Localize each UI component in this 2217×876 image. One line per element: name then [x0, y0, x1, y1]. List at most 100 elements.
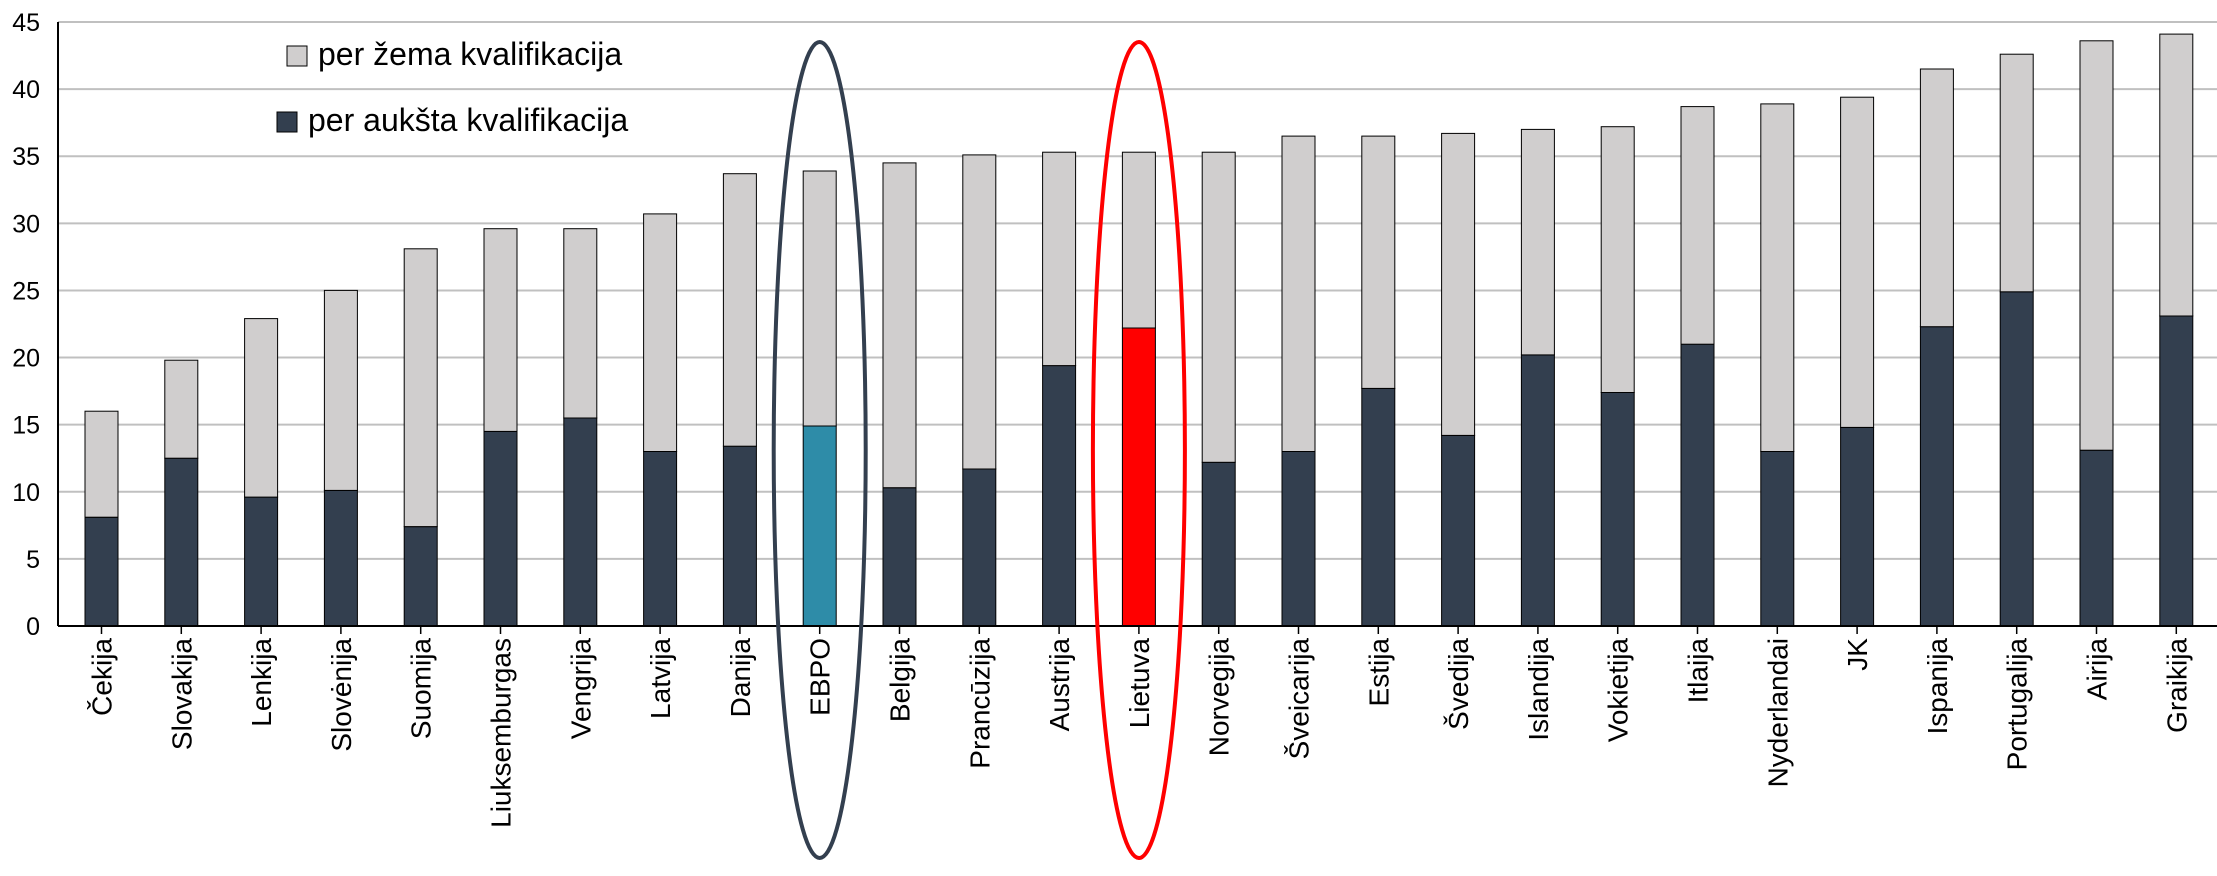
x-tick-label: Slovakija — [166, 638, 197, 750]
bar-segment-high — [2079, 449, 2114, 627]
bar-segment-high — [1042, 365, 1077, 627]
x-tick-label: Nyderlandai — [1762, 638, 1793, 787]
bar-segment-high — [2159, 315, 2194, 627]
x-tick-label: Lenkija — [246, 638, 277, 727]
x-tick-label: Estija — [1363, 638, 1394, 707]
x-tick-label: Airija — [2082, 638, 2113, 701]
bar-segment-low — [643, 213, 678, 452]
legend: per žema kvalifikacija per aukšta kvalifi… — [276, 36, 628, 138]
x-axis-labels: Čekija Slovakija Lenkija Slovėnija Suomija Li… — [87, 638, 2193, 828]
highlight-ellipses — [771, 40, 1187, 860]
bar-segment-low — [323, 289, 358, 491]
x-tick-label: Švedija — [1443, 638, 1474, 730]
bar-segment-high — [643, 451, 678, 627]
y-tick-label: 15 — [12, 412, 40, 440]
y-tick-label: 30 — [12, 210, 40, 238]
bar-segment-high — [1760, 451, 1795, 627]
bar-segment-high — [1600, 392, 1635, 627]
bar-segment-low — [244, 318, 279, 498]
bar-segment-low — [1600, 126, 1635, 393]
x-tick-label: Čekija — [87, 638, 118, 716]
legend-swatch — [286, 45, 308, 67]
bar-segment-low — [1441, 132, 1476, 436]
y-tick-label: 20 — [12, 345, 40, 373]
bar-segment-high — [1441, 434, 1476, 627]
x-tick-label: Portugalija — [2002, 638, 2033, 771]
bar-segment-low — [2079, 40, 2114, 451]
bar-segment-high — [962, 468, 997, 627]
bar-segment-high — [1121, 327, 1156, 627]
x-tick-label: EBPO — [805, 638, 836, 716]
bar-segment-low — [722, 173, 757, 447]
y-tick-label: 5 — [26, 546, 40, 574]
bar-segment-low — [1840, 96, 1875, 428]
x-tick-label: Graikija — [2161, 638, 2192, 733]
legend-swatch — [276, 111, 298, 133]
x-tick-label: Norvegija — [1204, 638, 1235, 757]
x-tick-label: Latvija — [645, 638, 676, 719]
bar-segment-low — [1919, 68, 1954, 328]
y-tick-label: 40 — [12, 76, 40, 104]
bar-segment-high — [1281, 451, 1316, 627]
bar-segment-high — [1361, 387, 1396, 627]
x-tick-label: Lietuva — [1124, 638, 1155, 729]
bar-segment-low — [563, 228, 598, 419]
bar-segment-low — [1281, 135, 1316, 452]
bar-segment-low — [483, 228, 518, 432]
bar-segment-high — [802, 425, 837, 627]
x-tick-label: Slovėnija — [326, 638, 357, 752]
bar-segment-low — [802, 170, 837, 427]
bar-segment-low — [84, 410, 119, 518]
bar-segment-high — [1201, 461, 1236, 627]
y-tick-label: 25 — [12, 277, 40, 305]
x-tick-label: Prancūzija — [964, 638, 995, 769]
x-tick-label: Belgija — [885, 638, 916, 722]
axes — [57, 22, 2217, 634]
bar-segment-low — [1201, 151, 1236, 463]
bar-segment-high — [244, 496, 279, 627]
y-tick-label: 35 — [12, 143, 40, 171]
x-tick-label: Vokietija — [1603, 638, 1634, 743]
bar-segment-low — [882, 162, 917, 489]
bar-segment-high — [84, 516, 119, 627]
bar-segment-high — [483, 430, 518, 627]
x-tick-label: Vengrija — [565, 638, 596, 740]
highlight-ellipse — [1090, 40, 1187, 860]
y-tick-label: 45 — [12, 9, 40, 37]
bar-segment-low — [1760, 103, 1795, 453]
bar-segment-high — [1840, 426, 1875, 627]
y-tick-label: 10 — [12, 479, 40, 507]
x-tick-label: Islandija — [1523, 638, 1554, 741]
x-tick-label: Liuksemburgas — [486, 638, 517, 828]
y-tick-label: 0 — [26, 613, 40, 641]
x-tick-label: Ispanija — [1922, 638, 1953, 735]
bar-segment-high — [1919, 326, 1954, 627]
bar-segment-high — [1680, 343, 1715, 627]
x-tick-label: Austrija — [1044, 638, 1075, 732]
bar-segment-high — [882, 487, 917, 627]
bar-segment-high — [722, 445, 757, 627]
y-axis-ticks: 0 5 10 15 20 25 30 35 40 45 — [12, 9, 40, 641]
highlight-ellipse — [771, 40, 868, 860]
x-tick-label: Šveicarija — [1284, 638, 1315, 760]
bar-segment-low — [1121, 151, 1156, 329]
bar-segment-low — [403, 248, 438, 528]
bar-segment-low — [962, 154, 997, 470]
bar-segment-low — [1042, 151, 1077, 367]
bar-segment-low — [1520, 128, 1555, 356]
legend-label: per žema kvalifikacija — [318, 36, 622, 72]
x-tick-label: Suomija — [406, 638, 437, 740]
bar-segment-high — [563, 417, 598, 627]
x-tick-label: Itlaija — [1683, 638, 1714, 704]
bar-segment-low — [1999, 53, 2034, 293]
x-tick-label: Danija — [725, 638, 756, 718]
bar-segment-low — [1361, 135, 1396, 389]
legend-label: per aukšta kvalifikacija — [308, 102, 628, 138]
bar-segment-high — [403, 526, 438, 627]
bar-segment-high — [323, 489, 358, 627]
x-tick-label: JK — [1842, 638, 1873, 671]
bar-segment-high — [164, 457, 199, 627]
bar-segment-low — [1680, 106, 1715, 345]
bar-segment-low — [164, 359, 199, 459]
